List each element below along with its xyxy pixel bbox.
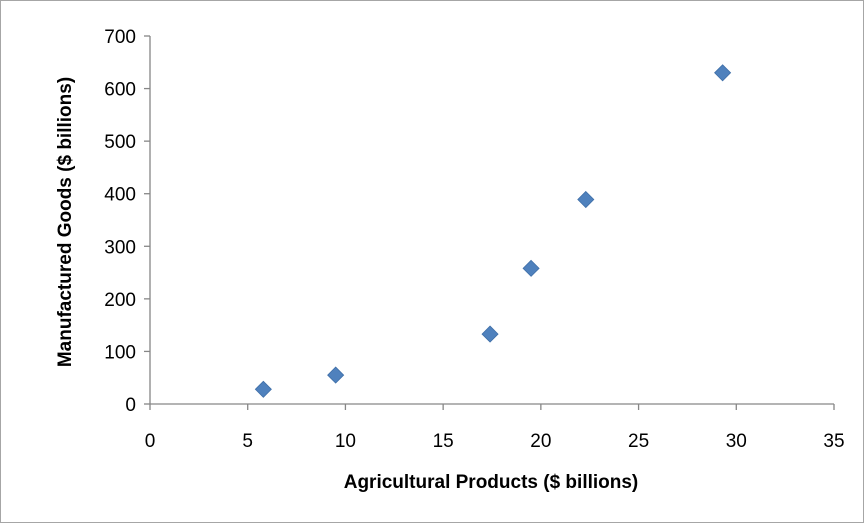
y-axis-title: Manufactured Goods ($ billions) <box>55 77 76 367</box>
y-tick-label: 500 <box>104 132 136 153</box>
data-point <box>522 259 540 277</box>
y-tick-label: 0 <box>125 395 136 416</box>
x-tick-label: 5 <box>242 431 253 452</box>
x-tick-label: 30 <box>726 431 747 452</box>
y-tick-label: 100 <box>104 342 136 363</box>
data-point <box>714 64 732 82</box>
y-tick-label: 300 <box>104 237 136 258</box>
x-tick-label: 35 <box>823 431 844 452</box>
x-axis-ticks: 0 5 10 15 20 25 30 35 <box>145 404 845 452</box>
data-point <box>577 190 595 209</box>
y-tick-label: 200 <box>104 290 136 311</box>
data-point <box>327 366 345 384</box>
x-axis-title: Agricultural Products ($ billions) <box>344 472 639 493</box>
y-tick-label: 700 <box>104 27 136 48</box>
y-tick-label: 600 <box>104 80 136 101</box>
y-axis-ticks: 0 100 200 300 400 500 600 700 <box>104 27 150 416</box>
data-points <box>254 64 732 398</box>
x-tick-label: 0 <box>145 431 156 452</box>
axes <box>149 36 834 405</box>
data-point <box>254 380 272 398</box>
y-tick-label: 400 <box>104 185 136 206</box>
x-tick-label: 25 <box>628 431 649 452</box>
data-point <box>481 325 499 343</box>
x-tick-label: 10 <box>335 431 356 452</box>
x-tick-label: 20 <box>530 431 551 452</box>
x-tick-label: 15 <box>433 431 454 452</box>
